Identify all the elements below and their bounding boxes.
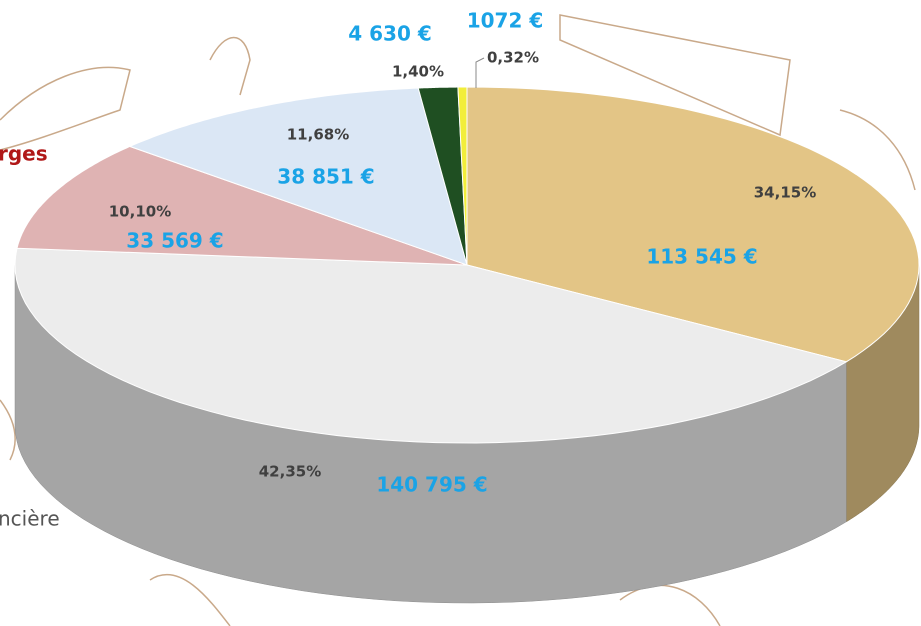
percent-label: 0,32% xyxy=(487,49,539,67)
amount-label: 140 795 € xyxy=(376,473,487,497)
percent-label: 1,40% xyxy=(392,63,444,81)
page: 34,15% 42,35% 10,10% 11,68% 1,40% 0,32% 113 54… xyxy=(0,0,921,626)
leader-line xyxy=(476,58,484,88)
amount-label: 4 630 € xyxy=(348,22,432,46)
percent-label: 34,15% xyxy=(754,184,816,202)
percent-label: 10,10% xyxy=(109,203,171,221)
chart: 34,15% 42,35% 10,10% 11,68% 1,40% 0,32% 113 54… xyxy=(0,0,921,626)
amount-label: 1072 € xyxy=(467,9,544,33)
percent-label: 11,68% xyxy=(287,126,349,144)
annotation: rges xyxy=(0,142,48,166)
amount-label: 113 545 € xyxy=(646,245,757,269)
amount-label: 33 569 € xyxy=(126,229,223,253)
amount-label: 38 851 € xyxy=(277,165,374,189)
pie xyxy=(15,87,919,603)
annotation: ncière xyxy=(0,507,60,531)
percent-label: 42,35% xyxy=(259,463,321,481)
